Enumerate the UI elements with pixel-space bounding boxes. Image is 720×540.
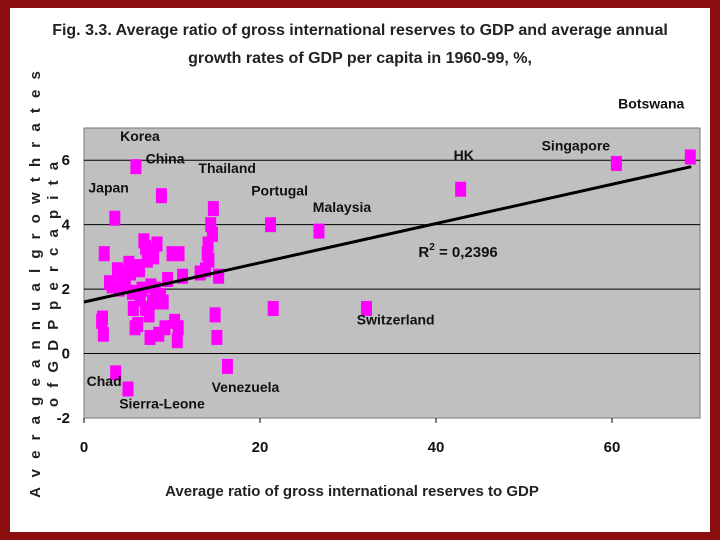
data-point (455, 181, 467, 197)
y-tick-label: 2 (62, 281, 70, 298)
country-label: Korea (120, 128, 160, 144)
data-point (265, 217, 277, 233)
data-point (153, 326, 165, 342)
data-point (98, 246, 110, 262)
data-point (159, 320, 171, 336)
data-point (122, 381, 134, 397)
data-point (119, 278, 131, 294)
data-point (360, 300, 372, 316)
data-point (155, 188, 167, 204)
data-point (157, 294, 169, 310)
chart-title-line: Fig. 3.3. Average ratio of gross interna… (52, 22, 668, 39)
data-point (147, 294, 159, 310)
data-point (97, 326, 109, 342)
data-point (211, 329, 223, 345)
y-axis-label-line: o f G D P p e r c a p i t a (45, 159, 62, 407)
data-point (106, 278, 118, 294)
y-tick-label: 0 (62, 346, 70, 363)
scatter-chart: Fig. 3.3. Average ratio of gross interna… (27, 22, 701, 500)
y-tick-label: -2 (57, 410, 70, 427)
data-point (213, 268, 225, 284)
data-point (110, 365, 122, 381)
country-label: Singapore (542, 138, 611, 154)
data-point (166, 246, 178, 262)
data-point (199, 262, 211, 278)
y-axis-label-line: A v e r a g e a n n u a l g r o w t h r … (27, 68, 44, 498)
data-point (203, 252, 215, 268)
country-label: Thailand (198, 160, 256, 176)
x-tick-label: 0 (80, 439, 88, 456)
y-axis-ticks: -2 0 2 4 6 (57, 152, 71, 427)
country-labels: Botswana Singapore HK Korea China Japan Thaila… (87, 96, 685, 412)
chart-title: Fig. 3.3. Average ratio of gross interna… (52, 22, 668, 67)
data-point (173, 246, 185, 262)
country-label: China (146, 150, 185, 166)
country-label: HK (454, 147, 474, 163)
data-point (162, 271, 174, 287)
country-label: Sierra-Leone (119, 395, 205, 411)
slide: Fig. 3.3. Average ratio of gross interna… (10, 8, 710, 532)
data-point (202, 236, 214, 252)
data-point (171, 333, 183, 349)
x-axis-label: Average ratio of gross international res… (165, 483, 539, 500)
chart-title-line: growth rates of GDP per capita in 1960-9… (188, 50, 532, 67)
data-point (134, 291, 146, 307)
y-axis-label: A v e r a g e a n n u a l g r o w t h r … (27, 68, 62, 498)
data-point (313, 223, 325, 239)
data-point (205, 217, 217, 233)
data-point (209, 307, 221, 323)
x-axis-ticks: 0 20 40 60 (80, 418, 621, 456)
data-point (133, 262, 145, 278)
data-point (109, 210, 121, 226)
data-point (684, 149, 696, 165)
data-point (207, 201, 219, 217)
country-label: Chad (87, 373, 122, 389)
data-point (172, 320, 184, 336)
data-points (96, 149, 696, 397)
data-point (130, 159, 142, 175)
country-label: Botswana (618, 96, 684, 112)
plot-area (83, 127, 701, 419)
data-point (221, 358, 233, 374)
data-point (141, 252, 153, 268)
data-point (610, 155, 622, 171)
country-label: Venezuela (212, 379, 280, 395)
data-point (125, 265, 137, 281)
data-point (96, 310, 108, 326)
data-point (123, 255, 135, 271)
gridlines (84, 159, 700, 355)
r-squared-label: R2 = 0,2396 (418, 242, 497, 261)
y-tick-label: 4 (62, 217, 71, 234)
data-point (267, 300, 279, 316)
data-point (144, 329, 156, 345)
data-point (151, 236, 163, 252)
data-point (148, 249, 160, 265)
x-tick-label: 40 (428, 439, 445, 456)
data-point (177, 268, 189, 284)
y-tick-label: 6 (62, 152, 70, 169)
country-label: Japan (88, 179, 128, 195)
data-point (143, 307, 155, 323)
trendline (83, 165, 692, 304)
country-label: Portugal (251, 183, 308, 199)
x-tick-label: 60 (604, 439, 621, 456)
data-point (132, 317, 144, 333)
x-tick-label: 20 (252, 439, 269, 456)
country-label: Malaysia (313, 199, 372, 215)
data-point (206, 226, 218, 242)
data-point (127, 300, 139, 316)
data-point (113, 281, 125, 297)
country-label: Switzerland (357, 312, 435, 328)
